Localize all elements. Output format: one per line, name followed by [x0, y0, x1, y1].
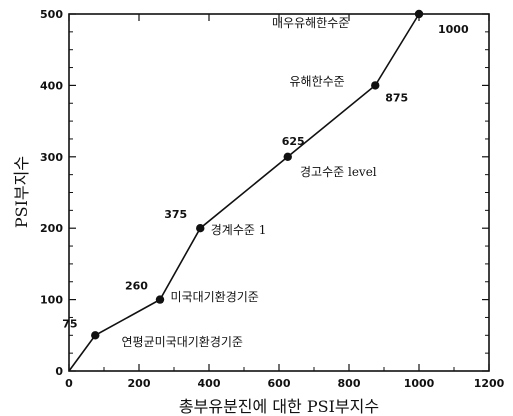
series-line: [68, 13, 420, 372]
point-labels: 75 260 375 625 875 1000: [62, 23, 469, 330]
y-tick-label-0: 0: [55, 365, 63, 378]
annotation-5: 매우유해한수준: [272, 16, 349, 30]
x-axis-title: 총부유분진에 대한 PSI부지수: [179, 397, 379, 416]
data-point-3: [196, 224, 205, 233]
plot-frame: [68, 13, 490, 372]
data-point-6: [414, 9, 424, 19]
x-tick-label-6: 1200: [474, 377, 505, 390]
point-label-2: 260: [125, 280, 148, 293]
y-tick-labels: 0 100 200 300 400 500: [40, 8, 63, 378]
x-tick-labels: 0 200 400 600 800 1000 1200: [65, 377, 504, 390]
point-label-4: 625: [282, 135, 305, 148]
y-axis-title: PSI부지수: [12, 156, 31, 228]
y-tick-label-1: 100: [40, 294, 63, 307]
annotation-4: 유해한수준: [290, 74, 345, 88]
data-point-5: [371, 81, 380, 90]
annotation-2: 경계수준 1: [211, 223, 267, 237]
x-tick-label-2: 400: [198, 377, 221, 390]
y-tick-label-3: 300: [40, 151, 63, 164]
x-tick-label-0: 0: [65, 377, 73, 390]
x-tick-label-1: 200: [128, 377, 151, 390]
y-tick-label-2: 200: [40, 222, 63, 235]
point-label-1: 75: [62, 317, 77, 330]
point-label-6: 1000: [438, 23, 469, 36]
x-tick-label-4: 800: [338, 377, 361, 390]
point-label-5: 875: [385, 91, 408, 104]
data-point-2: [155, 295, 165, 304]
data-points: [91, 9, 424, 340]
annotation-3: 경고수준 level: [300, 165, 377, 179]
x-tick-label-3: 600: [268, 377, 291, 390]
axis-ticks: [68, 13, 490, 372]
x-tick-label-5: 1000: [404, 377, 435, 390]
y-tick-label-4: 400: [40, 79, 63, 92]
point-label-3: 375: [164, 208, 187, 221]
data-point-1: [91, 331, 100, 340]
y-tick-label-5: 500: [40, 8, 63, 21]
data-point-4: [283, 152, 292, 161]
annotation-1: 미국대기환경기준: [171, 290, 259, 304]
annotation-0: 연평균미국대기환경기준: [122, 335, 243, 349]
annotations: 연평균미국대기환경기준 미국대기환경기준 경계수준 1 경고수준 level 유해한수준…: [122, 16, 377, 349]
